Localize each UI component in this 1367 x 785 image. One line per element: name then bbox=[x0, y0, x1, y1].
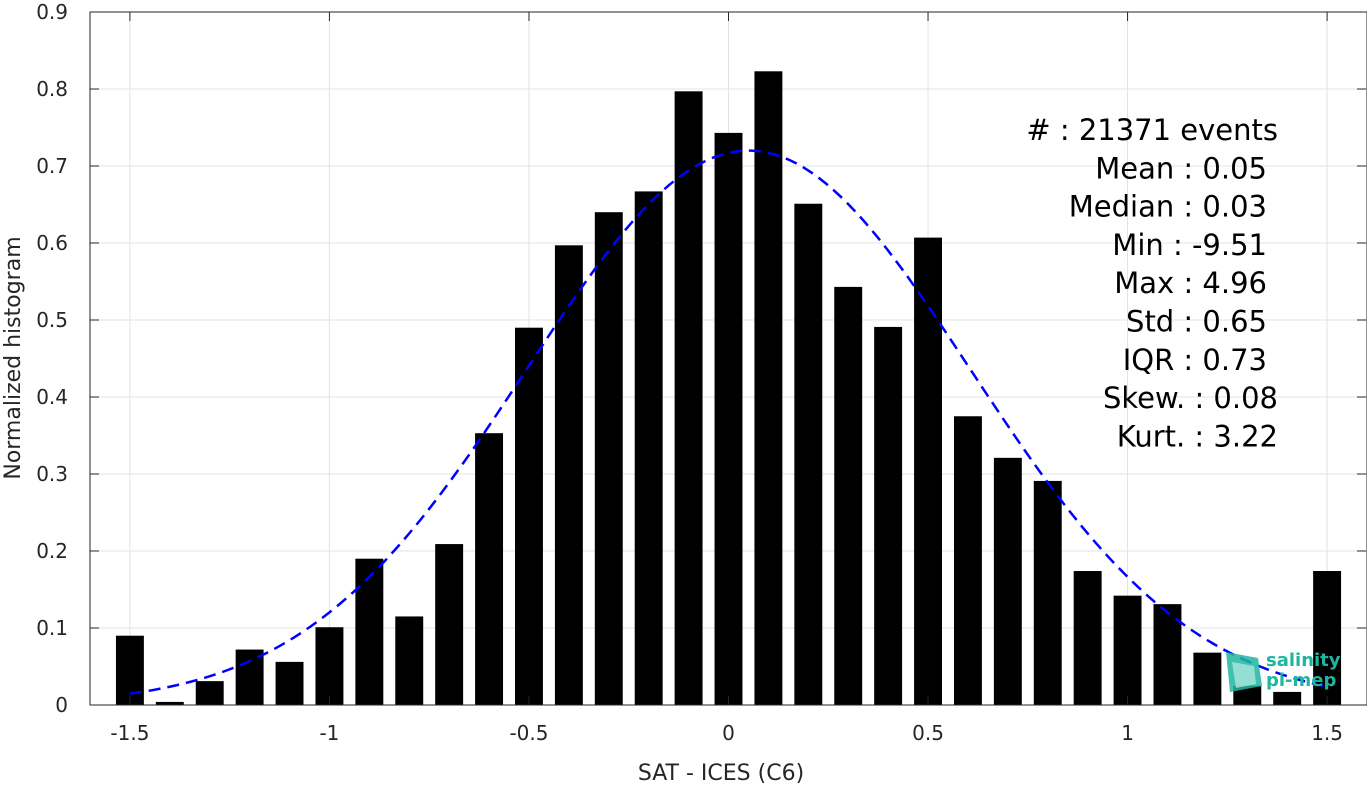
histogram-bar bbox=[993, 457, 1022, 705]
histogram-bar bbox=[1113, 595, 1142, 705]
salinity-pi-mep-logo-icon bbox=[1226, 652, 1262, 692]
x-tick-label: 1.5 bbox=[1311, 721, 1343, 745]
histogram-bar bbox=[475, 433, 504, 705]
stat-annotation: IQR : 0.73 bbox=[1123, 343, 1267, 377]
gaussian-fit-curve bbox=[129, 149, 1328, 696]
histogram-bar bbox=[435, 544, 464, 705]
stat-annotation: # : 21371 events bbox=[1026, 113, 1278, 147]
y-axis-label: Normalized histogram bbox=[1, 236, 26, 479]
stat-annotation: Kurt. : 3.22 bbox=[1117, 419, 1278, 453]
x-tick-label: -0.5 bbox=[509, 721, 548, 745]
histogram-bar bbox=[515, 327, 543, 705]
y-tick-label: 0.9 bbox=[36, 0, 68, 24]
y-tick-label: 0.2 bbox=[36, 539, 68, 563]
y-tick-label: 0.6 bbox=[36, 231, 68, 255]
x-tick-labels: -1.5 -1 -0.5 0 0.5 1 1.5 bbox=[110, 721, 1343, 745]
stat-annotation: Median : 0.03 bbox=[1069, 190, 1267, 224]
y-tick-label: 0.4 bbox=[36, 385, 68, 409]
axes-layer bbox=[89, 11, 1367, 706]
histogram-bar bbox=[275, 661, 304, 705]
histogram-bar bbox=[953, 416, 982, 705]
histogram-bar bbox=[594, 212, 623, 705]
histogram-bar bbox=[355, 558, 384, 705]
watermark-line1: salinity bbox=[1266, 650, 1341, 671]
watermark: salinity pi-mep bbox=[1226, 650, 1341, 692]
y-tick-label: 0.8 bbox=[36, 77, 68, 101]
histogram-bar bbox=[1193, 652, 1222, 705]
histogram-bar bbox=[395, 616, 424, 705]
histogram-bar bbox=[834, 286, 863, 705]
stat-annotation: Max : 4.96 bbox=[1114, 266, 1267, 300]
x-tick-label: -1.5 bbox=[110, 721, 149, 745]
histogram-bar bbox=[1273, 691, 1302, 705]
histogram-bar bbox=[1033, 480, 1062, 705]
watermark-line2: pi-mep bbox=[1266, 670, 1336, 691]
histogram-bar bbox=[714, 132, 743, 705]
histogram-bar bbox=[195, 681, 224, 705]
histogram-bar bbox=[1073, 571, 1102, 705]
y-tick-label: 0.5 bbox=[36, 308, 68, 332]
bars-layer bbox=[115, 71, 1342, 706]
histogram-bar bbox=[155, 701, 184, 705]
histogram-bar bbox=[634, 191, 663, 705]
x-tick-label: 1 bbox=[1121, 721, 1134, 745]
histogram-bar bbox=[315, 627, 344, 705]
stat-annotation: Mean : 0.05 bbox=[1095, 151, 1267, 185]
y-tick-labels: 0 0.1 0.2 0.3 0.4 0.5 0.6 0.7 0.8 0.9 bbox=[36, 0, 68, 717]
stat-annotation: Min : -9.51 bbox=[1112, 228, 1267, 262]
x-tick-label: 0 bbox=[722, 721, 735, 745]
histogram-bar bbox=[235, 649, 264, 705]
x-axis-label: SAT - ICES (C6) bbox=[638, 761, 804, 785]
histogram-bar bbox=[874, 326, 903, 705]
histogram-bar bbox=[754, 71, 783, 706]
stat-annotation: Skew. : 0.08 bbox=[1103, 381, 1278, 415]
histogram-bar bbox=[794, 203, 823, 706]
histogram-bar bbox=[1313, 571, 1342, 705]
stat-annotation: Std : 0.65 bbox=[1126, 305, 1267, 339]
histogram-bar bbox=[115, 635, 144, 705]
statistics-box: # : 21371 events Mean : 0.05 Median : 0.03… bbox=[1026, 113, 1278, 453]
y-tick-label: 0 bbox=[55, 693, 68, 717]
x-tick-label: 0.5 bbox=[912, 721, 944, 745]
histogram-bar bbox=[914, 237, 942, 706]
histogram-bar bbox=[674, 91, 703, 705]
x-tick-label: -1 bbox=[319, 721, 339, 745]
fit-curve-layer bbox=[129, 149, 1328, 696]
y-tick-label: 0.7 bbox=[36, 154, 68, 178]
y-tick-label: 0.1 bbox=[36, 616, 68, 640]
y-tick-label: 0.3 bbox=[36, 462, 68, 486]
histogram-bar bbox=[554, 245, 583, 705]
histogram-bar bbox=[1233, 685, 1262, 705]
